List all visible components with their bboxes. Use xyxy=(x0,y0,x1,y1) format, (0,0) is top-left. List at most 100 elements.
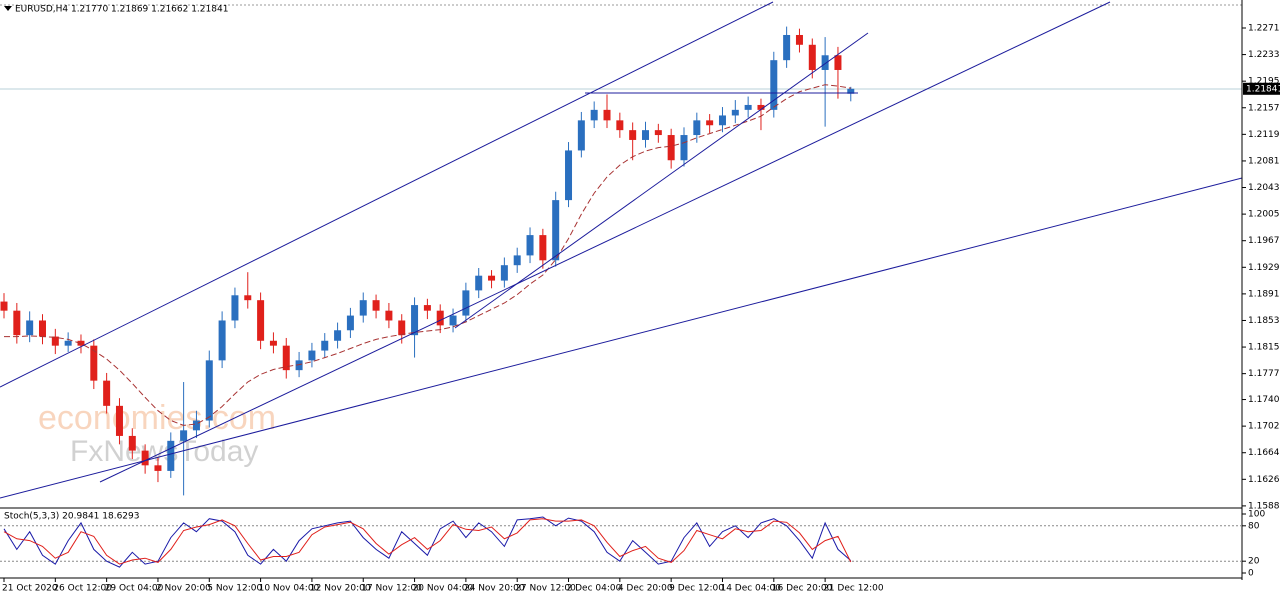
y-tick-label: 1.21570 xyxy=(1248,103,1280,113)
candle-body xyxy=(539,235,547,261)
candle-body xyxy=(693,120,701,136)
candle-body xyxy=(321,340,329,351)
candle-body xyxy=(847,88,855,94)
y-tick-label: 1.18530 xyxy=(1248,316,1280,326)
candle-body xyxy=(423,305,431,311)
x-tick-label: 14 Dec 04:00 xyxy=(720,584,781,594)
candle-body xyxy=(257,300,265,341)
y-tick-label: 1.19670 xyxy=(1248,236,1280,246)
candle-body xyxy=(770,60,778,110)
candle-body xyxy=(269,340,277,346)
channel-upper xyxy=(0,1,774,388)
y-tick-label: 1.20050 xyxy=(1248,210,1280,220)
y-tick-label: 1.22710 xyxy=(1248,23,1280,33)
candle-body xyxy=(334,330,342,341)
y-tick-label: 1.17020 xyxy=(1248,422,1280,432)
y-tick-label: 80 xyxy=(1248,521,1260,531)
x-tick-label: 26 Oct 12:00 xyxy=(53,584,112,594)
candle-body xyxy=(475,275,483,291)
candle-body xyxy=(757,104,765,110)
candle-body xyxy=(500,265,508,281)
header-arrow xyxy=(4,6,12,11)
candle-body xyxy=(231,295,239,321)
x-tick-label: 21 Oct 2020 xyxy=(2,584,58,594)
candle-body xyxy=(629,130,637,140)
candle-body xyxy=(616,120,624,131)
candle-body xyxy=(167,440,175,471)
x-tick-label: 21 Dec 12:00 xyxy=(823,584,884,594)
y-tick-label: 1.19290 xyxy=(1248,263,1280,273)
candle-body xyxy=(590,109,598,121)
x-tick-label: 29 Oct 04:00 xyxy=(105,584,164,594)
candle-body xyxy=(282,345,290,371)
x-tick-label: 10 Nov 04:00 xyxy=(259,584,320,594)
candle-body xyxy=(795,34,803,45)
candle-body xyxy=(462,290,470,316)
y-tick-label: 1.15880 xyxy=(1248,501,1280,511)
symbol-header: EURUSD,H4 1.21770 1.21869 1.21662 1.2184… xyxy=(15,5,228,15)
candle-body xyxy=(205,360,213,421)
candle-body xyxy=(808,44,816,70)
y-tick-label: 1.17770 xyxy=(1248,369,1280,379)
candle-body xyxy=(744,104,752,110)
candle-body xyxy=(180,430,188,441)
x-tick-label: 20 Nov 04:00 xyxy=(413,584,474,594)
candle-body xyxy=(346,315,354,331)
candle-body xyxy=(26,320,34,336)
current-price-box xyxy=(1243,82,1280,95)
candle-body xyxy=(731,109,739,116)
x-tick-label: 24 Nov 20:00 xyxy=(464,584,525,594)
y-tick-label: 1.20430 xyxy=(1248,183,1280,193)
candle-body xyxy=(141,450,149,466)
candle-body xyxy=(372,300,380,311)
candle-body xyxy=(642,130,649,140)
x-tick-label: 17 Nov 12:00 xyxy=(361,584,422,594)
channel-lower xyxy=(99,1,1111,483)
candle-body xyxy=(103,380,111,406)
x-tick-label: 2 Dec 04:00 xyxy=(567,584,622,594)
x-tick-label: 2 Nov 20:00 xyxy=(156,584,211,594)
candle-body xyxy=(295,360,303,371)
stoch-line xyxy=(3,516,852,568)
stoch-title: Stoch(5,3,3) 20.9841 18.6293 xyxy=(4,512,139,522)
x-tick-label: 12 Nov 20:00 xyxy=(310,584,371,594)
candle-body xyxy=(834,55,842,70)
y-tick-label: 1.22330 xyxy=(1248,50,1280,60)
candle-body xyxy=(13,310,21,336)
y-tick-label: 1.18910 xyxy=(1248,289,1280,299)
x-tick-label: 16 Dec 20:00 xyxy=(772,584,833,594)
y-tick-label: 1.16640 xyxy=(1248,448,1280,458)
y-tick-label: 1.20810 xyxy=(1248,156,1280,166)
candle-body xyxy=(565,150,573,201)
candle-body xyxy=(449,315,457,326)
trend-support xyxy=(454,32,869,329)
candle-body xyxy=(64,340,72,346)
candle-body xyxy=(667,135,675,161)
candle-body xyxy=(398,320,406,336)
y-tick-label: 100 xyxy=(1248,510,1265,520)
y-tick-label: 1.17400 xyxy=(1248,395,1280,405)
stoch-line xyxy=(3,518,852,565)
candle-body xyxy=(90,345,98,381)
x-tick-label: 5 Nov 12:00 xyxy=(207,584,262,594)
candle-body xyxy=(154,465,162,471)
candle-body xyxy=(0,301,8,311)
candle-body xyxy=(359,300,367,316)
trend-lines xyxy=(0,1,1243,499)
candle-body xyxy=(718,115,726,126)
candle-body xyxy=(680,135,688,161)
x-tick-label: 9 Dec 12:00 xyxy=(669,584,724,594)
candle-body xyxy=(603,109,611,121)
y-tick-label: 1.21190 xyxy=(1248,130,1280,140)
candle-body xyxy=(115,405,123,436)
candle-body xyxy=(552,200,560,261)
y-tick-label: 1.18150 xyxy=(1248,343,1280,353)
x-tick-label: 4 Dec 20:00 xyxy=(618,584,673,594)
candle-body xyxy=(192,420,200,431)
candle-body xyxy=(436,310,444,326)
candle-body xyxy=(513,255,521,266)
moving-average xyxy=(4,84,851,426)
candle-body xyxy=(128,435,136,451)
